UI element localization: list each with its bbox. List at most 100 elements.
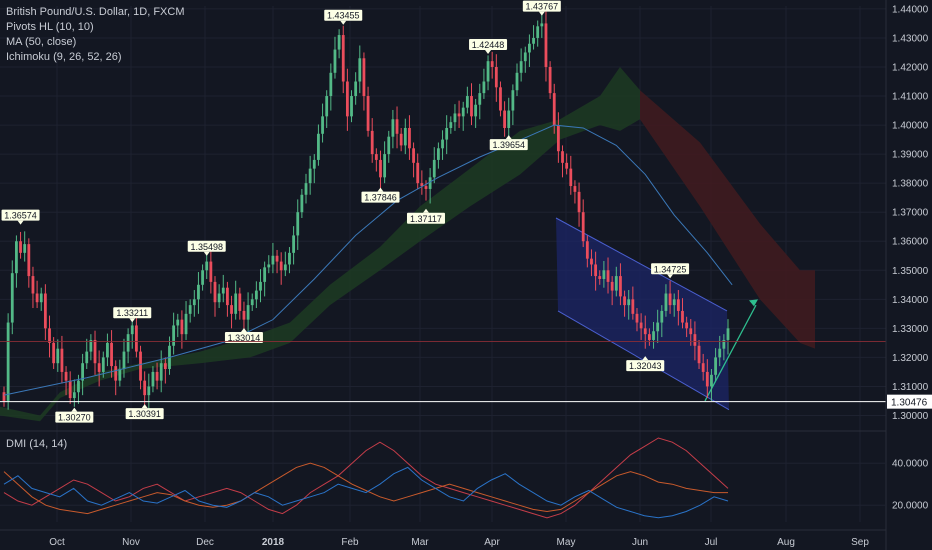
ma-50-line xyxy=(3,124,733,396)
pivot-pointer xyxy=(240,327,247,332)
candle-up xyxy=(478,93,482,105)
candle-down xyxy=(544,23,548,67)
candle-up xyxy=(519,61,523,73)
pivot-low: 1.39654 xyxy=(489,135,528,151)
candle-up xyxy=(333,49,337,73)
time-tick-label: Jul xyxy=(705,537,718,548)
pivot-high: 1.42448 xyxy=(469,38,508,54)
candle-down xyxy=(52,342,56,364)
candle-up xyxy=(317,133,320,160)
candle-down xyxy=(499,87,502,111)
candle-down xyxy=(48,328,51,343)
candle-up xyxy=(130,325,134,335)
candle-down xyxy=(180,319,184,335)
candle-up xyxy=(205,261,209,271)
candle-up xyxy=(217,293,221,303)
pivot-value: 1.43767 xyxy=(526,2,559,12)
candle-up xyxy=(660,310,664,323)
candle-down xyxy=(35,293,39,303)
candle-up xyxy=(234,293,238,314)
candle-down xyxy=(64,371,68,381)
candle-up xyxy=(337,35,341,50)
candle-up xyxy=(263,267,267,282)
candle-up xyxy=(714,357,717,375)
candle-down xyxy=(457,113,461,117)
pivot-high: 1.34725 xyxy=(651,263,690,279)
time-axis[interactable]: Oct Nov Dec 2018 Feb Mar Apr May Jun Jul Aug Sep xyxy=(0,529,886,548)
candle-down xyxy=(577,191,581,213)
candle-up xyxy=(184,313,188,335)
candle-up xyxy=(312,159,316,169)
candle-up xyxy=(428,177,432,189)
candle-up xyxy=(159,363,163,381)
candle-up xyxy=(329,72,333,97)
candle-down xyxy=(556,125,560,152)
candle-up xyxy=(304,183,308,195)
candle-up xyxy=(465,96,469,108)
candle-down xyxy=(697,345,701,364)
candle-down xyxy=(139,351,142,381)
candle-down xyxy=(134,325,138,352)
pivot-box xyxy=(187,240,226,252)
candle-up xyxy=(672,299,676,306)
ichimoku-cloud xyxy=(0,66,815,422)
candle-down xyxy=(345,81,349,117)
indicator-ma[interactable]: MA (50, close) xyxy=(6,36,77,48)
price-tick-label: 1.35000 xyxy=(892,266,929,277)
indicator-pivots[interactable]: Pivots HL (10, 10) xyxy=(6,21,94,33)
candle-up xyxy=(321,116,324,134)
dmi-label[interactable]: DMI (14, 14) xyxy=(6,438,68,450)
candle-up xyxy=(246,305,250,320)
pivot-pointer xyxy=(141,404,148,409)
candle-up xyxy=(85,351,89,364)
adx-line xyxy=(3,462,728,515)
candle-down xyxy=(689,328,693,335)
price-tick-label: 1.42000 xyxy=(892,62,929,73)
candle-up xyxy=(221,287,225,294)
candle-up xyxy=(81,363,85,381)
pivot-high: 1.43455 xyxy=(324,9,363,25)
candle-down xyxy=(209,261,213,282)
price-tick-label: 1.43000 xyxy=(892,33,929,44)
candle-down xyxy=(631,299,635,314)
indicator-ichimoku[interactable]: Ichimoku (9, 26, 52, 26) xyxy=(6,51,122,63)
candle-up xyxy=(441,139,444,149)
candle-down xyxy=(619,276,622,297)
time-tick-label: Aug xyxy=(777,537,795,548)
moving-average-line xyxy=(3,124,733,396)
grid-lines xyxy=(0,6,886,522)
price-tick-label: 1.36000 xyxy=(892,237,929,248)
pivot-low: 1.37846 xyxy=(361,187,400,203)
candle-up xyxy=(296,212,300,236)
candle-up xyxy=(710,374,713,387)
price-axis[interactable]: 1.44000 1.43000 1.42000 1.41000 1.40000 1.390… xyxy=(885,0,932,550)
candle-up xyxy=(532,37,535,44)
candle-up xyxy=(354,81,358,97)
price-tick-label: 1.41000 xyxy=(892,92,929,103)
candle-down xyxy=(412,148,415,163)
pivot-pointer xyxy=(340,20,347,25)
pivot-high: 1.33211 xyxy=(113,307,152,323)
candle-up xyxy=(540,23,544,27)
price-tick-label: 1.34000 xyxy=(892,295,929,306)
candle-down xyxy=(43,293,47,329)
pivot-pointer xyxy=(667,274,674,279)
candle-down xyxy=(685,322,689,329)
chart-legend: British Pound/U.S. Dollar, 1D, FXCM Pivo… xyxy=(6,5,185,65)
pivot-value: 1.33211 xyxy=(116,308,148,318)
candle-up xyxy=(358,58,362,82)
price-tick-label: 1.39000 xyxy=(892,150,929,161)
candle-up xyxy=(267,264,271,268)
candle-up xyxy=(515,72,519,91)
candle-up xyxy=(292,235,295,253)
candle-up xyxy=(486,61,490,82)
pivot-value: 1.34725 xyxy=(654,264,687,274)
candle-up xyxy=(288,252,291,265)
pivot-pointer xyxy=(17,220,24,225)
price-tick-label: 1.30000 xyxy=(892,411,929,422)
candle-down xyxy=(379,159,382,178)
candle-up xyxy=(536,26,540,38)
candle-down xyxy=(606,270,610,282)
time-tick-label: Apr xyxy=(484,537,500,548)
